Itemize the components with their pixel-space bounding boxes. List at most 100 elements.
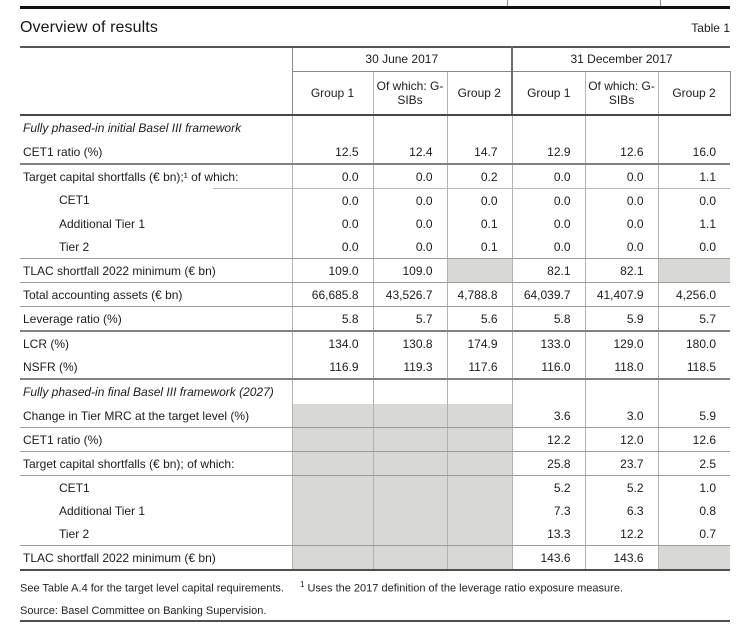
cell-not-applicable (372, 499, 447, 522)
table-row-target-shortfalls: Target capital shortfalls (€ bn);¹ of wh… (20, 164, 731, 189)
table-row-lcr: LCR (%) 134.0 130.8 174.9 133.0 129.0 18… (20, 331, 731, 355)
cell-not-applicable (446, 545, 513, 571)
cell-value: 5.7 (372, 306, 447, 332)
cell-value: 3.0 (584, 404, 659, 428)
cell-value: 43,526.7 (372, 282, 447, 307)
cell-value: 0.0 (291, 188, 373, 212)
cell-value: 0.0 (584, 188, 659, 212)
cell-not-applicable (446, 499, 513, 522)
table-row-additional-tier1: Additional Tier 1 0.0 0.0 0.1 0.0 0.0 1.… (20, 212, 731, 235)
cell-value: 134.0 (291, 331, 373, 355)
cell-value: 5.2 (584, 475, 659, 499)
cell-value: 0.0 (511, 188, 586, 212)
cell-not-applicable (372, 427, 447, 452)
cell-value: 4,788.8 (446, 282, 513, 307)
cell-not-applicable (446, 451, 513, 476)
cell-value: 12.2 (511, 427, 586, 452)
cell-not-applicable (446, 475, 513, 499)
cell-value: 119.3 (372, 355, 447, 380)
cell-value: 6.3 (584, 499, 659, 522)
table-row-cet1-final: CET1 5.2 5.2 1.0 (20, 475, 731, 499)
row-label: CET1 ratio (%) (20, 140, 292, 165)
cell-not-applicable (446, 427, 513, 452)
cell-value: 82.1 (584, 258, 659, 283)
row-label: Target capital shortfalls (€ bn);¹ of wh… (20, 164, 292, 189)
row-label: CET1 (59, 480, 90, 495)
cell-value: 3.6 (511, 404, 586, 428)
cell-not-applicable (372, 545, 447, 571)
row-label: NSFR (%) (20, 355, 292, 380)
cell-value: 23.7 (584, 451, 659, 476)
cell-value: 0.7 (657, 522, 731, 546)
cell-value: 133.0 (511, 331, 586, 355)
cell-value: 5.2 (511, 475, 586, 499)
column-group-june: 30 June 2017 (291, 47, 513, 72)
cell-value: 174.9 (446, 331, 513, 355)
cell-value: 13.3 (511, 522, 586, 546)
cell-not-applicable (446, 404, 513, 428)
table-row-cet1-ratio: CET1 ratio (%) 12.5 12.4 14.7 12.9 12.6 … (20, 140, 731, 165)
header-spacer (20, 71, 292, 116)
header-spacer (20, 47, 292, 72)
cell-value: 1.0 (657, 475, 731, 499)
cell-value: 12.0 (584, 427, 659, 452)
cell-value: 109.0 (291, 258, 373, 283)
cell-value: 16.0 (657, 140, 731, 165)
cell-value: 0.8 (657, 499, 731, 522)
cell-value: 64,039.7 (511, 282, 586, 307)
cell-not-applicable (446, 258, 513, 283)
cell-value: 12.6 (584, 140, 659, 165)
cell-value: 5.8 (291, 306, 373, 332)
cell-not-applicable (446, 522, 513, 546)
cell-value: 0.0 (584, 235, 659, 259)
cell-not-applicable (657, 545, 731, 571)
cell-value: 0.0 (372, 235, 447, 259)
section-row-final-framework: Fully phased-in final Basel III framewor… (20, 379, 731, 404)
table-row-leverage-ratio: Leverage ratio (%) 5.8 5.7 5.6 5.8 5.9 5… (20, 306, 731, 332)
cell-value: 0.0 (584, 164, 659, 189)
cell-value: 0.0 (511, 212, 586, 235)
cell-value: 0.0 (372, 188, 447, 212)
column-header-row: Group 1 Of which: G-SIBs Group 2 Group 1… (20, 71, 731, 116)
column-header-group1-december: Group 1 (511, 71, 586, 116)
row-label: CET1 (59, 193, 90, 208)
cell-value: 1.1 (657, 212, 731, 235)
cell-value: 41,407.9 (584, 282, 659, 307)
cell-value: 0.0 (291, 164, 373, 189)
section-label: Fully phased-in initial Basel III framew… (23, 121, 242, 135)
cell-value: 5.7 (657, 306, 731, 332)
row-label: LCR (%) (23, 336, 70, 351)
cell-value: 66,685.8 (291, 282, 373, 307)
cell-value: 1.1 (657, 164, 731, 189)
cell-not-applicable (291, 522, 373, 546)
footnote-see-table: See Table A.4 for the target level capit… (20, 582, 284, 595)
cell-value: 0.0 (511, 235, 586, 259)
cell-value: 5.8 (511, 306, 586, 332)
row-label: Leverage ratio (%) (20, 306, 292, 332)
cell-value: 0.1 (446, 235, 513, 259)
section-label: Fully phased-in final Basel III framewor… (23, 385, 274, 399)
cell-value: 0.0 (372, 164, 447, 189)
cell-value: 5.6 (446, 306, 513, 332)
table-row-additional-tier1-final: Additional Tier 1 7.3 6.3 0.8 (20, 499, 731, 522)
top-rule (20, 6, 730, 9)
column-header-group2-june: Group 2 (446, 71, 513, 116)
cell-value: 0.0 (291, 235, 373, 259)
table-row-change-mrc: Change in Tier MRC at the target level (… (20, 404, 731, 428)
crop-tick (660, 0, 661, 6)
cell-value: 118.5 (657, 355, 731, 380)
column-header-gsibs-december: Of which: G-SIBs (584, 71, 659, 116)
row-label: CET1 ratio (%) (20, 427, 292, 452)
table-number-label: Table 1 (691, 20, 730, 35)
cell-not-applicable (372, 522, 447, 546)
cell-value: 0.0 (584, 212, 659, 235)
column-group-row: 30 June 2017 31 December 2017 (20, 47, 731, 72)
table-row-tlac-shortfall-final: TLAC shortfall 2022 minimum (€ bn) 143.6… (20, 545, 731, 571)
column-header-group1-june: Group 1 (291, 71, 373, 116)
row-label: Total accounting assets (€ bn) (20, 282, 292, 307)
footnote-definition: Uses the 2017 definition of the leverage… (307, 582, 623, 595)
cell-not-applicable (291, 545, 373, 571)
cell-value: 12.4 (372, 140, 447, 165)
cell-value: 116.0 (511, 355, 586, 380)
row-label: Additional Tier 1 (59, 503, 146, 518)
